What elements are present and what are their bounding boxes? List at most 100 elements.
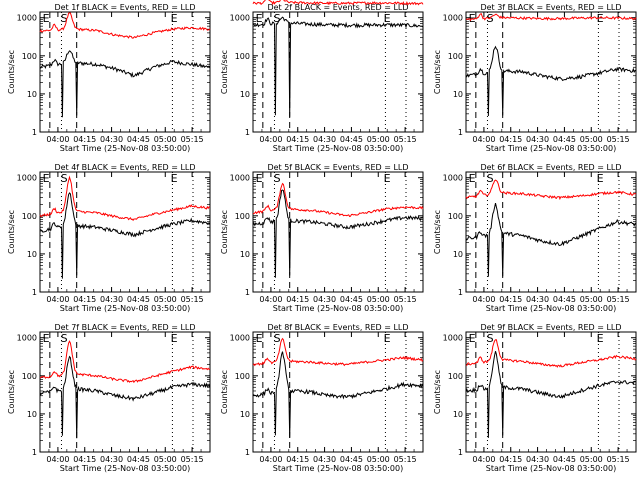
- x-tick-label: 04:00: [46, 295, 69, 304]
- x-tick-label: 04:00: [472, 455, 495, 464]
- lld-series-line: [252, 0, 424, 6]
- x-tick-label: 04:45: [553, 455, 576, 464]
- chart-title: Det 1f BLACK = Events, RED = LLD: [54, 3, 195, 12]
- x-tick-label: 04:00: [46, 455, 69, 464]
- lld-series-line: [252, 337, 424, 367]
- y-tick-label: 10: [453, 90, 463, 99]
- y-tick-label: 1: [458, 128, 463, 137]
- x-axis-label: Start Time (25-Nov-08 03:50:00): [60, 304, 190, 313]
- detector-panel-7: Det 7f BLACK = Events, RED = LLD 1 10 100 10…: [7, 323, 211, 473]
- lld-series-line: [39, 12, 211, 39]
- lld-series-line: [253, 182, 424, 218]
- y-tick-label: 1000: [17, 14, 37, 23]
- y-tick-label: 1: [245, 288, 250, 297]
- x-tick-label: 04:00: [259, 135, 282, 144]
- chart-title: Det 8f BLACK = Events, RED = LLD: [267, 323, 408, 332]
- lld-series-line: [39, 340, 210, 384]
- x-tick-label: 04:30: [100, 135, 123, 144]
- y-tick-label: 1: [32, 128, 37, 137]
- x-tick-label: 05:15: [394, 455, 417, 464]
- y-axis-label: Counts/sec: [220, 370, 229, 414]
- y-tick-label: 10: [240, 90, 250, 99]
- x-tick-label: 04:45: [553, 135, 576, 144]
- x-axis-label: Start Time (25-Nov-08 03:50:00): [60, 464, 190, 473]
- event-marker-label: E: [256, 172, 263, 185]
- x-tick-label: 04:15: [499, 455, 522, 464]
- chart-title: Det 3f BLACK = Events, RED = LLD: [480, 3, 621, 12]
- plot-frame: [39, 171, 211, 293]
- x-tick-label: 04:30: [313, 455, 336, 464]
- x-tick-label: 04:15: [73, 135, 96, 144]
- y-axis-label: Counts/sec: [433, 210, 442, 254]
- event-marker-label: S: [61, 332, 68, 345]
- y-tick-label: 1000: [443, 14, 463, 23]
- events-series-line: [252, 16, 424, 117]
- y-tick-label: 100: [22, 52, 37, 61]
- x-tick-label: 04:00: [259, 295, 282, 304]
- chart-title: Det 7f BLACK = Events, RED = LLD: [54, 323, 195, 332]
- y-tick-label: 1: [32, 288, 37, 297]
- x-tick-label: 04:45: [127, 135, 150, 144]
- x-tick-label: 04:30: [526, 455, 549, 464]
- y-tick-label: 10: [27, 250, 37, 259]
- x-tick-label: 04:00: [472, 295, 495, 304]
- y-tick-label: 1: [458, 448, 463, 457]
- chart-title: Det 9f BLACK = Events, RED = LLD: [480, 323, 621, 332]
- x-tick-label: 05:15: [607, 295, 630, 304]
- x-tick-label: 04:30: [100, 455, 123, 464]
- x-tick-label: 04:30: [526, 295, 549, 304]
- lld-series-line: [39, 175, 211, 222]
- event-marker-label: E: [597, 12, 604, 25]
- events-series-line: [465, 351, 637, 438]
- plot-frame: [465, 11, 637, 133]
- x-tick-label: 04:15: [73, 295, 96, 304]
- chart-title: Det 2f BLACK = Events, RED = LLD: [267, 3, 408, 12]
- x-axis-label: Start Time (25-Nov-08 03:50:00): [486, 304, 616, 313]
- detector-panel-2: Det 2f BLACK = Events, RED = LLD 1 10 100 10…: [220, 0, 424, 153]
- x-tick-label: 04:45: [340, 135, 363, 144]
- y-tick-label: 100: [22, 372, 37, 381]
- x-tick-label: 05:15: [607, 135, 630, 144]
- x-axis-label: Start Time (25-Nov-08 03:50:00): [273, 144, 403, 153]
- detector-panel-3: Det 3f BLACK = Events, RED = LLD 1 10 100 10…: [433, 3, 637, 153]
- x-tick-label: 05:15: [181, 135, 204, 144]
- x-tick-label: 04:15: [286, 295, 309, 304]
- event-marker-label: S: [274, 12, 281, 25]
- detector-panel-4: Det 4f BLACK = Events, RED = LLD 1 10 100 10…: [7, 163, 211, 313]
- x-tick-label: 04:45: [553, 295, 576, 304]
- x-tick-label: 04:00: [46, 135, 69, 144]
- events-series-line: [39, 50, 211, 118]
- event-marker-label: S: [274, 172, 281, 185]
- y-tick-label: 100: [22, 212, 37, 221]
- x-tick-label: 04:45: [127, 455, 150, 464]
- y-axis-label: Counts/sec: [7, 370, 16, 414]
- x-tick-label: 05:00: [367, 295, 390, 304]
- y-tick-label: 100: [448, 372, 463, 381]
- event-marker-label: E: [256, 12, 263, 25]
- x-tick-label: 05:00: [580, 135, 603, 144]
- y-tick-label: 10: [453, 250, 463, 259]
- plot-frame: [39, 11, 211, 133]
- x-tick-label: 05:00: [367, 455, 390, 464]
- y-tick-label: 1: [245, 128, 250, 137]
- lld-series-line: [466, 13, 637, 22]
- x-axis-label: Start Time (25-Nov-08 03:50:00): [486, 464, 616, 473]
- x-tick-label: 04:15: [286, 135, 309, 144]
- x-tick-label: 04:15: [286, 455, 309, 464]
- y-tick-label: 1000: [17, 174, 37, 183]
- y-tick-label: 10: [453, 410, 463, 419]
- y-tick-label: 10: [27, 410, 37, 419]
- y-tick-label: 100: [448, 212, 463, 221]
- plot-frame: [465, 331, 637, 453]
- y-axis-label: Counts/sec: [7, 210, 16, 254]
- event-marker-label: E: [171, 172, 178, 185]
- chart-title: Det 6f BLACK = Events, RED = LLD: [480, 163, 621, 172]
- plot-frame: [252, 331, 424, 453]
- event-marker-label: E: [469, 332, 476, 345]
- y-tick-label: 100: [448, 52, 463, 61]
- event-marker-label: E: [171, 332, 178, 345]
- y-axis-label: Counts/sec: [220, 210, 229, 254]
- event-marker-label: E: [256, 332, 263, 345]
- x-tick-label: 04:15: [73, 455, 96, 464]
- y-axis-label: Counts/sec: [220, 50, 229, 94]
